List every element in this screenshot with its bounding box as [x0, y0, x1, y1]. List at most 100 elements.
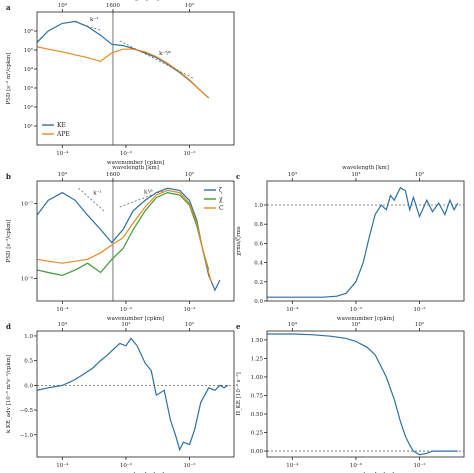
x-tick-label: 10⁻² [413, 306, 425, 313]
series-line-d-0 [37, 337, 229, 452]
legend-label: KE [57, 122, 66, 129]
y-tick-label: 1.0 [254, 203, 263, 209]
y-tick-label: 0.00 [251, 449, 264, 455]
y-tick-label: 0.50 [251, 412, 264, 418]
y-tick-label: 0.75 [251, 393, 264, 399]
panel-letter: d [6, 322, 11, 331]
top-tick-label: 10² [185, 171, 194, 178]
slope-label: k⁻⁵⁄³ [159, 50, 171, 57]
y-tick-label: 1.0 [24, 334, 33, 340]
top-tick-label: 10⁴ [58, 321, 68, 328]
y-tick-label: 10¹ [24, 123, 33, 130]
y-tick-label: 10⁵ [24, 47, 33, 54]
y-tick-label: −0.5 [20, 408, 34, 414]
y-tick-label: 0.0 [24, 383, 33, 389]
top-axis-label: wavelength [km] [342, 165, 389, 171]
y-tick-label: 0.0 [254, 299, 263, 305]
x-tick-label: 10⁻² [183, 306, 195, 313]
y-tick-label: 10⁻⁷ [21, 201, 34, 208]
panel-letter: c [236, 172, 240, 181]
series-line-a-0 [37, 20, 210, 99]
y-tick-label: 0.2 [254, 280, 263, 286]
y-axis-label: PSD [s⁻²/cpkm] [5, 220, 12, 263]
top-tick-label: 10² [415, 171, 424, 178]
y-axis-label: k KE_adv [10⁻⁸ m²s⁻³/cpkm] [5, 355, 12, 433]
y-tick-label: 10⁻⁸ [21, 275, 34, 282]
panel-a: k⁻¹ k⁻⁵⁄³ 10⁻⁴ 10⁻³ 10⁻² 10⁴ 1600 10² 10¹ 10² 10³ 1… [5, 0, 235, 166]
top-tick-label: 10⁴ [58, 171, 68, 178]
y-tick-label: 1.25 [251, 356, 264, 362]
top-tick-label: 1600 [106, 172, 120, 178]
y-tick-label: 0.5 [24, 359, 33, 365]
slope-label: k⁻¹ [90, 16, 98, 23]
axes-frame [36, 180, 235, 302]
y-axis-label: χrms/ζrms [236, 226, 242, 256]
y-tick-label: 0.25 [251, 431, 264, 437]
top-tick-label: 10⁴ [288, 321, 298, 328]
top-tick-label: 10² [415, 321, 424, 328]
slope-line [75, 21, 101, 31]
panel-d: 10⁻⁴10⁻³10⁻²10⁴10³10²−1.0−0.50.00.51.0wa… [5, 321, 235, 473]
slope-line [119, 40, 195, 80]
top-tick-label: 10⁴ [288, 171, 298, 178]
x-axis-label: wavenumber [cpkm] [337, 316, 394, 322]
top-tick-label: 10⁴ [58, 2, 68, 9]
x-tick-label: 10⁻⁴ [286, 462, 299, 469]
top-tick-label: 10² [185, 2, 194, 9]
axes-frame [266, 330, 465, 458]
panel-c: 10⁻⁴ 10⁻³ 10⁻² 10⁴ 10³ 10² 0.0 0.2 0.4 0.6 0.8 1.0 w… [236, 165, 465, 322]
panel-letter: e [236, 322, 241, 331]
y-axis-label: PSD [s⁻² m²/cpkm] [5, 52, 12, 104]
series-line-c-0 [267, 186, 459, 298]
series-line-a-1 [37, 46, 210, 99]
legend-label: χ [219, 196, 223, 203]
slope-label: k¹⁄³ [144, 189, 153, 196]
y-tick-label: 0.4 [254, 261, 263, 267]
y-tick-label: 0.8 [254, 222, 263, 228]
panel-b: k⁻¹ k¹⁄³ 10⁻⁴ 10⁻³ 10⁻² 10⁴ 1600 10² 10⁻⁷ 10⁻⁸ wav… [5, 165, 235, 322]
y-tick-label: 10⁶ [24, 28, 34, 35]
slope-line [119, 189, 165, 208]
top-axis-label: wavelength [km] [112, 165, 159, 171]
x-tick-label: 10⁻² [183, 150, 195, 157]
x-axis-label: wavenumber [cpkm] [107, 316, 164, 322]
y-tick-label: 10² [24, 104, 33, 111]
top-tick-label: 10³ [121, 321, 130, 328]
x-tick-label: 10⁻² [183, 462, 195, 469]
panel-e: 10⁻⁴ 10⁻³ 10⁻² 10⁴ 10³ 10² 0.00 0.25 0.50 0.75 1.0… [235, 321, 465, 473]
x-tick-label: 10⁻⁴ [56, 306, 69, 313]
x-tick-label: 10⁻³ [350, 306, 362, 313]
x-tick-label: 10⁻³ [350, 462, 362, 469]
x-tick-label: 10⁻² [413, 462, 425, 469]
series-line-e-0 [267, 333, 458, 456]
y-tick-label: 10³ [24, 85, 33, 92]
top-tick-label: 10³ [351, 171, 360, 178]
x-tick-label: 10⁻³ [120, 150, 132, 157]
y-tick-label: 10⁴ [24, 66, 34, 73]
x-tick-label: 10⁻⁴ [286, 306, 299, 313]
panel-letter: a [6, 3, 11, 12]
y-tick-label: 0.6 [254, 241, 263, 247]
legend-label: ζ [219, 187, 223, 194]
top-tick-label: 10³ [351, 321, 360, 328]
series-line-b-1 [37, 191, 210, 277]
x-tick-label: 10⁻³ [120, 462, 132, 469]
top-tick-label: 1600 [106, 3, 120, 9]
panel-letter: b [6, 172, 11, 181]
axes-frame [266, 180, 465, 302]
top-axis-label: wavelength [km] [112, 0, 159, 2]
x-tick-label: 10⁻⁴ [56, 462, 69, 469]
axes-frame [36, 330, 235, 458]
x-axis-label: wavenumber [cpkm] [107, 160, 164, 166]
legend-label: APE [56, 131, 70, 138]
y-axis-label: Π_KE [10⁻⁸ s⁻³] [235, 372, 242, 416]
x-tick-label: 10⁻³ [120, 306, 132, 313]
series-line-b-2 [37, 189, 212, 283]
slope-label: k⁻¹ [93, 190, 101, 197]
y-tick-label: 1.00 [251, 375, 264, 381]
legend-label: C [219, 205, 224, 212]
slope-line [78, 187, 105, 212]
x-tick-label: 10⁻⁴ [56, 150, 69, 157]
axes-frame [36, 11, 235, 146]
